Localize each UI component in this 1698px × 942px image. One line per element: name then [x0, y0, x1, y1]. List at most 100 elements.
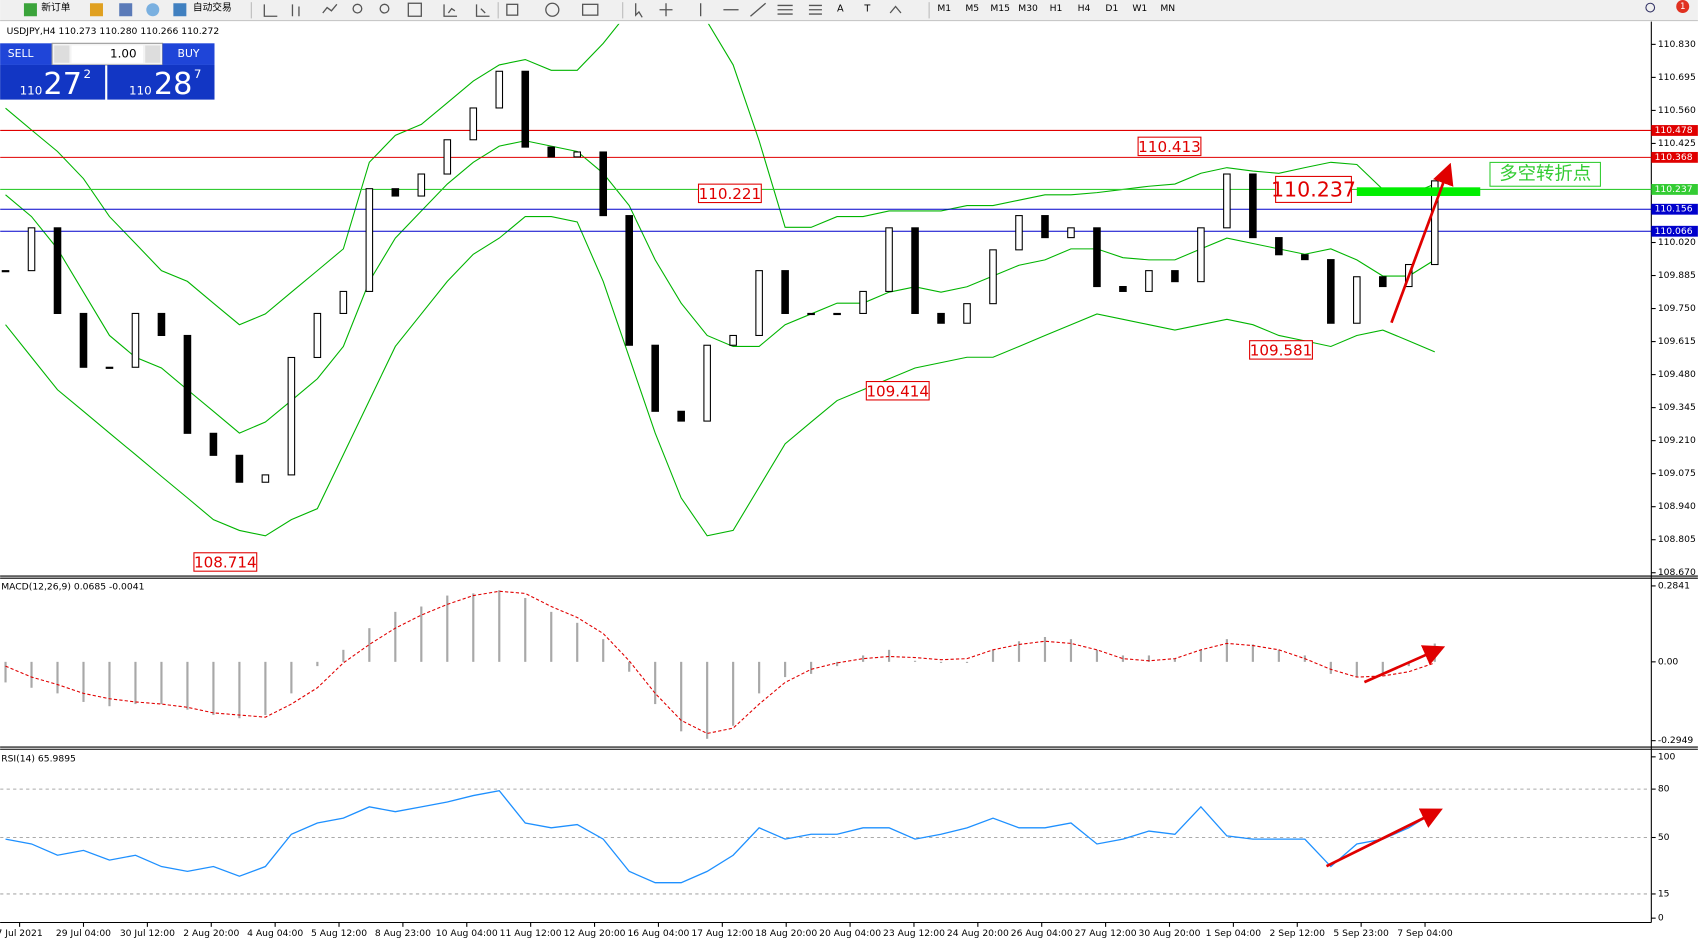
y-tick-label: -0.2949 [1658, 735, 1694, 746]
macd-bar [1121, 655, 1125, 662]
timeframe-button[interactable]: M5 [965, 3, 979, 14]
bollinger-middle [5, 140, 1436, 434]
lots-input[interactable] [71, 45, 144, 63]
time-label: 5 Sep 23:00 [1333, 928, 1389, 939]
candle [807, 312, 815, 316]
new-order-icon[interactable] [23, 3, 37, 17]
search-icon[interactable] [1645, 2, 1656, 13]
tool-icon[interactable] [89, 3, 103, 17]
time-label: 12 Aug 20:00 [564, 928, 626, 939]
auto-trading-button[interactable]: 自动交易 [193, 1, 232, 14]
candle [911, 227, 919, 314]
macd-bar [1407, 661, 1410, 667]
candle [625, 215, 633, 346]
macd-bar [56, 661, 59, 694]
candle [105, 366, 114, 369]
candle [443, 139, 452, 175]
time-label: 30 Jul 12:00 [120, 928, 175, 939]
timeframe-button[interactable]: H1 [1050, 3, 1063, 14]
macd-bar [602, 639, 605, 662]
text-tool[interactable]: A [837, 4, 844, 15]
macd-bar [861, 655, 865, 662]
y-tick-label: 110.425 [1658, 138, 1696, 149]
trade-panel: SELL 1.00 BUY 110 27 2 110 28 7 [0, 42, 215, 102]
time-label: 17 Aug 12:00 [691, 928, 753, 939]
candle [599, 151, 608, 217]
candle [1145, 270, 1153, 292]
sell-price-main: 27 [43, 67, 82, 102]
key-level-note-box [1489, 161, 1601, 187]
timeframe-button[interactable]: D1 [1105, 3, 1118, 14]
macd-bar [1329, 661, 1332, 674]
sell-price-big: 110 [20, 83, 43, 97]
timeframe-button[interactable]: M1 [937, 3, 951, 14]
sell-price-pip: 2 [83, 67, 91, 81]
lots-value[interactable]: 1.00 [110, 47, 137, 61]
timeframe-button[interactable]: W1 [1132, 3, 1147, 14]
sell-button[interactable] [0, 43, 53, 65]
buy-label[interactable]: BUY [178, 47, 200, 60]
time-label: 4 Aug 04:00 [247, 928, 303, 939]
macd-bar [732, 661, 735, 726]
overlay: 110.478 110.368 110.237 110.156 110.066 110.4… [193, 125, 1698, 572]
toolbar-icons[interactable] [263, 2, 902, 18]
timeframe-button[interactable]: MN [1160, 3, 1175, 14]
macd-bar [472, 593, 475, 662]
y-tick-label: 15 [1658, 888, 1670, 899]
macd-bar [160, 661, 163, 705]
trend-arrow [1325, 808, 1443, 868]
tool-icon[interactable] [119, 3, 133, 17]
macd-bar [498, 590, 501, 662]
level-axis-box [1651, 184, 1698, 195]
candle [703, 344, 711, 422]
candle [313, 312, 322, 359]
candle [1015, 215, 1023, 251]
y-tick-label: 0 [1658, 913, 1664, 924]
candle [1301, 254, 1309, 261]
text-label-tool[interactable]: T [863, 4, 870, 15]
candle [833, 312, 841, 316]
candle [1353, 276, 1361, 324]
lots-up[interactable] [145, 45, 161, 63]
macd-bar [524, 597, 527, 662]
candle [1171, 270, 1179, 283]
price-annotation: 110.413 [1138, 138, 1201, 156]
macd-bar [1277, 649, 1280, 662]
sell-price-box[interactable] [0, 64, 106, 100]
auto-trading-icon[interactable] [173, 3, 187, 17]
macd-bar [186, 661, 189, 710]
bollinger-lower [5, 216, 1435, 537]
candle [573, 151, 582, 158]
candle [1119, 285, 1127, 292]
macd-bar [420, 606, 423, 662]
macd-bar [991, 649, 995, 662]
buy-price-big: 110 [129, 83, 152, 97]
timeframe-button[interactable]: H4 [1078, 3, 1091, 14]
macd-bar [1043, 636, 1047, 662]
candle [391, 188, 400, 197]
macd-plot [4, 590, 1436, 739]
macd-bar [939, 661, 943, 663]
candle [547, 146, 556, 158]
candle [1379, 276, 1387, 288]
tool-icon[interactable] [146, 3, 160, 17]
macd-bar [887, 649, 891, 662]
candle [365, 188, 374, 292]
buy-price-box[interactable] [107, 64, 215, 100]
time-label: 23 Aug 12:00 [883, 928, 945, 939]
buy-button[interactable] [162, 43, 215, 65]
macd-bar [706, 661, 709, 739]
timeframe-button[interactable]: M30 [1018, 3, 1038, 14]
time-label: 5 Aug 12:00 [311, 928, 367, 939]
y-tick-label: 0.2841 [1658, 580, 1690, 591]
new-order-button[interactable]: 新订单 [41, 1, 70, 14]
sell-label[interactable]: SELL [8, 47, 34, 60]
candle [1327, 259, 1335, 324]
candle [963, 303, 971, 324]
timeframe-button[interactable]: M15 [990, 3, 1010, 14]
notification-badge[interactable] [1676, 0, 1690, 13]
y-tick-label: 110.560 [1658, 105, 1696, 116]
y-tick-label: 109.210 [1658, 435, 1696, 446]
lots-down[interactable] [54, 45, 70, 63]
